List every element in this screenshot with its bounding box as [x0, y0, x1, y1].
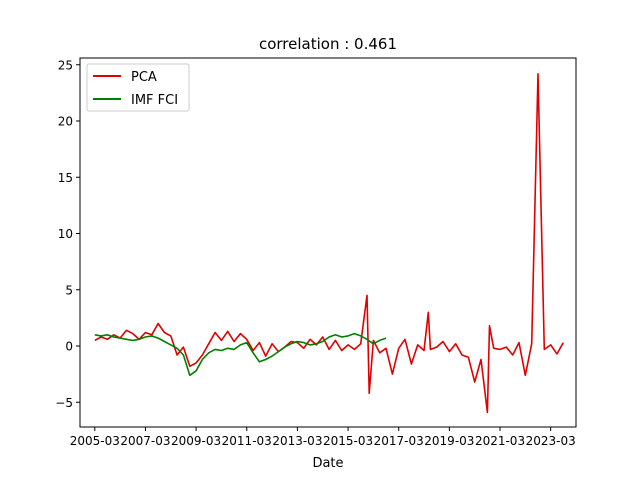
y-tick-label: 20: [58, 115, 73, 129]
legend-label-imf-fci: IMF FCI: [131, 93, 178, 108]
x-axis-label: Date: [312, 456, 343, 471]
x-axis: 2005-03 2007-03 2009-03 2011-03 2013-03 2015-…: [70, 427, 576, 448]
x-tick-label: 2011-03: [222, 434, 272, 448]
y-tick-label: 5: [65, 283, 73, 297]
x-tick-label: 2009-03: [171, 434, 221, 448]
x-tick-label: 2007-03: [120, 434, 170, 448]
legend-label-pca: PCA: [131, 70, 157, 85]
x-tick-label: 2021-03: [475, 434, 525, 448]
legend: PCA IMF FCI: [86, 63, 190, 112]
x-tick-label: 2023-03: [526, 434, 576, 448]
x-tick-label: 2015-03: [323, 434, 373, 448]
chart-title: correlation : 0.461: [259, 35, 397, 53]
y-tick-label: 15: [58, 171, 73, 185]
plot-area: [94, 73, 564, 414]
y-tick-label: 10: [58, 227, 73, 241]
axes-frame: [79, 57, 577, 428]
x-tick-label: 2005-03: [70, 434, 120, 448]
series-line-imf-fci: [94, 332, 387, 377]
y-tick-label: −5: [55, 396, 73, 410]
y-tick-label: 0: [65, 340, 73, 354]
x-tick-label: 2017-03: [374, 434, 424, 448]
y-tick-label: 25: [58, 58, 73, 72]
x-tick-label: 2019-03: [424, 434, 474, 448]
y-axis: −5 0 5 10 15 20 25: [55, 58, 80, 410]
x-tick-label: 2013-03: [272, 434, 322, 448]
series-line-pca: [94, 73, 564, 414]
